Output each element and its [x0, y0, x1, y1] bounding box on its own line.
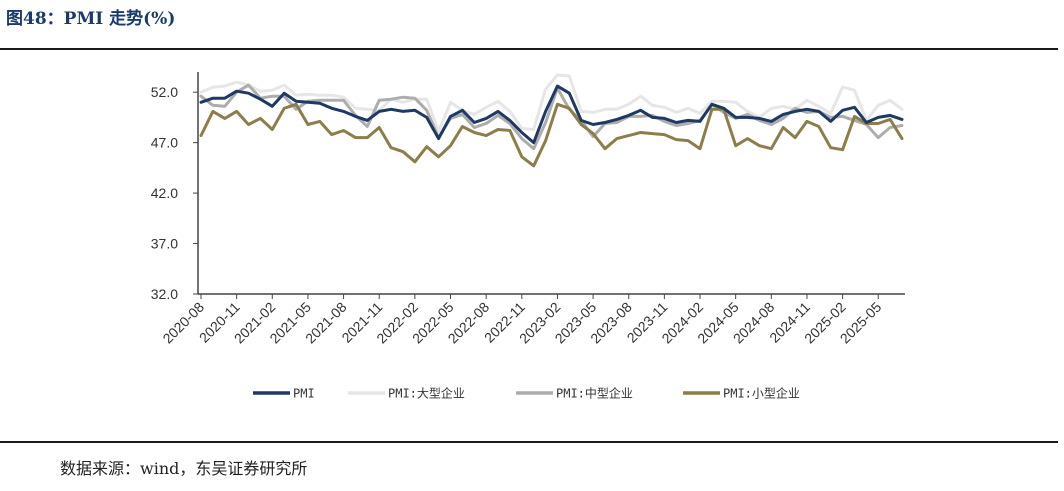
legend-label-0: PMI	[293, 387, 315, 401]
series-line-1	[199, 73, 904, 133]
chart-title: 图48：PMI 走势(%)	[6, 9, 176, 29]
y-tick-label: 47.0	[151, 135, 178, 151]
data-source-note: 数据来源：wind，东吴证券研究所	[60, 459, 308, 478]
y-axis-tick-labels: 52.0 47.0 42.0 37.0 32.0	[151, 84, 178, 302]
bottom-rule	[0, 441, 1058, 443]
top-rule	[0, 48, 1058, 50]
series-line-2	[199, 83, 904, 151]
legend-label-2: PMI:中型企业	[556, 386, 633, 401]
axes	[193, 72, 905, 299]
y-tick-label: 37.0	[151, 236, 178, 252]
y-tick-label: 52.0	[151, 84, 178, 100]
legend: PMI PMI:大型企业 PMI:中型企业 PMI:小型企业	[253, 386, 800, 401]
legend-label-3: PMI:小型企业	[723, 386, 800, 401]
series-line-0	[199, 84, 904, 145]
series-line-3	[199, 102, 904, 168]
pmi-line-chart: 52.0 47.0 42.0 37.0 32.0 2020-082020-112021-…	[151, 72, 905, 401]
y-tick-label: 32.0	[151, 286, 178, 302]
y-tick-label: 42.0	[151, 185, 178, 201]
series-lines	[199, 73, 904, 168]
legend-label-1: PMI:大型企业	[388, 386, 465, 401]
x-axis-tick-labels: 2020-082020-112021-022021-052021-082021-…	[159, 299, 884, 347]
